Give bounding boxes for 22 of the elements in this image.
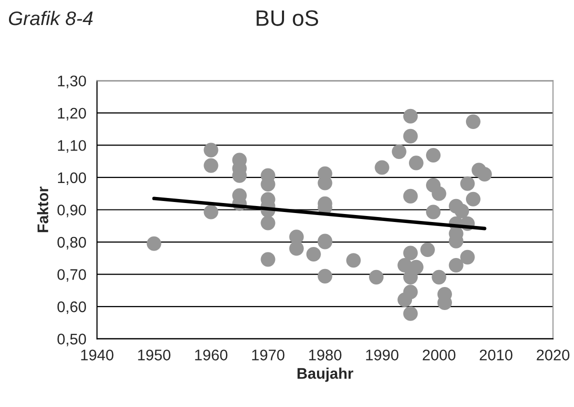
x-tick-label: 2000 <box>422 350 456 360</box>
y-tick-label: 1,20 <box>58 108 86 120</box>
x-tick-label: 1970 <box>252 350 284 360</box>
x-tick-label: 2010 <box>480 350 512 360</box>
y-tick-label: 0,50 <box>57 334 86 346</box>
y-axis-title: Faktor <box>37 186 48 232</box>
x-tick-label: 1990 <box>366 350 398 360</box>
chart-title: BU oS <box>256 10 318 26</box>
x-axis-title: Baujahr <box>298 368 354 382</box>
y-tick-label: 1,00 <box>58 172 86 185</box>
y-tick-label: 1,30 <box>58 76 86 88</box>
x-tick-label: 1980 <box>309 350 342 360</box>
y-tick-label: 0,90 <box>57 204 86 218</box>
y-tick-label: 1,10 <box>58 140 86 153</box>
y-tick-label: 0,60 <box>57 301 86 314</box>
x-tick-label: 1950 <box>138 350 170 360</box>
x-tick-label: 1960 <box>195 350 228 360</box>
x-tick-label: 1940 <box>81 350 114 360</box>
chart-subtitle: Grafik 8-4 <box>8 10 93 26</box>
y-tick-label: 0,70 <box>57 269 86 282</box>
y-tick-label: 0,80 <box>57 236 86 250</box>
x-tick-label: 2020 <box>536 350 570 360</box>
